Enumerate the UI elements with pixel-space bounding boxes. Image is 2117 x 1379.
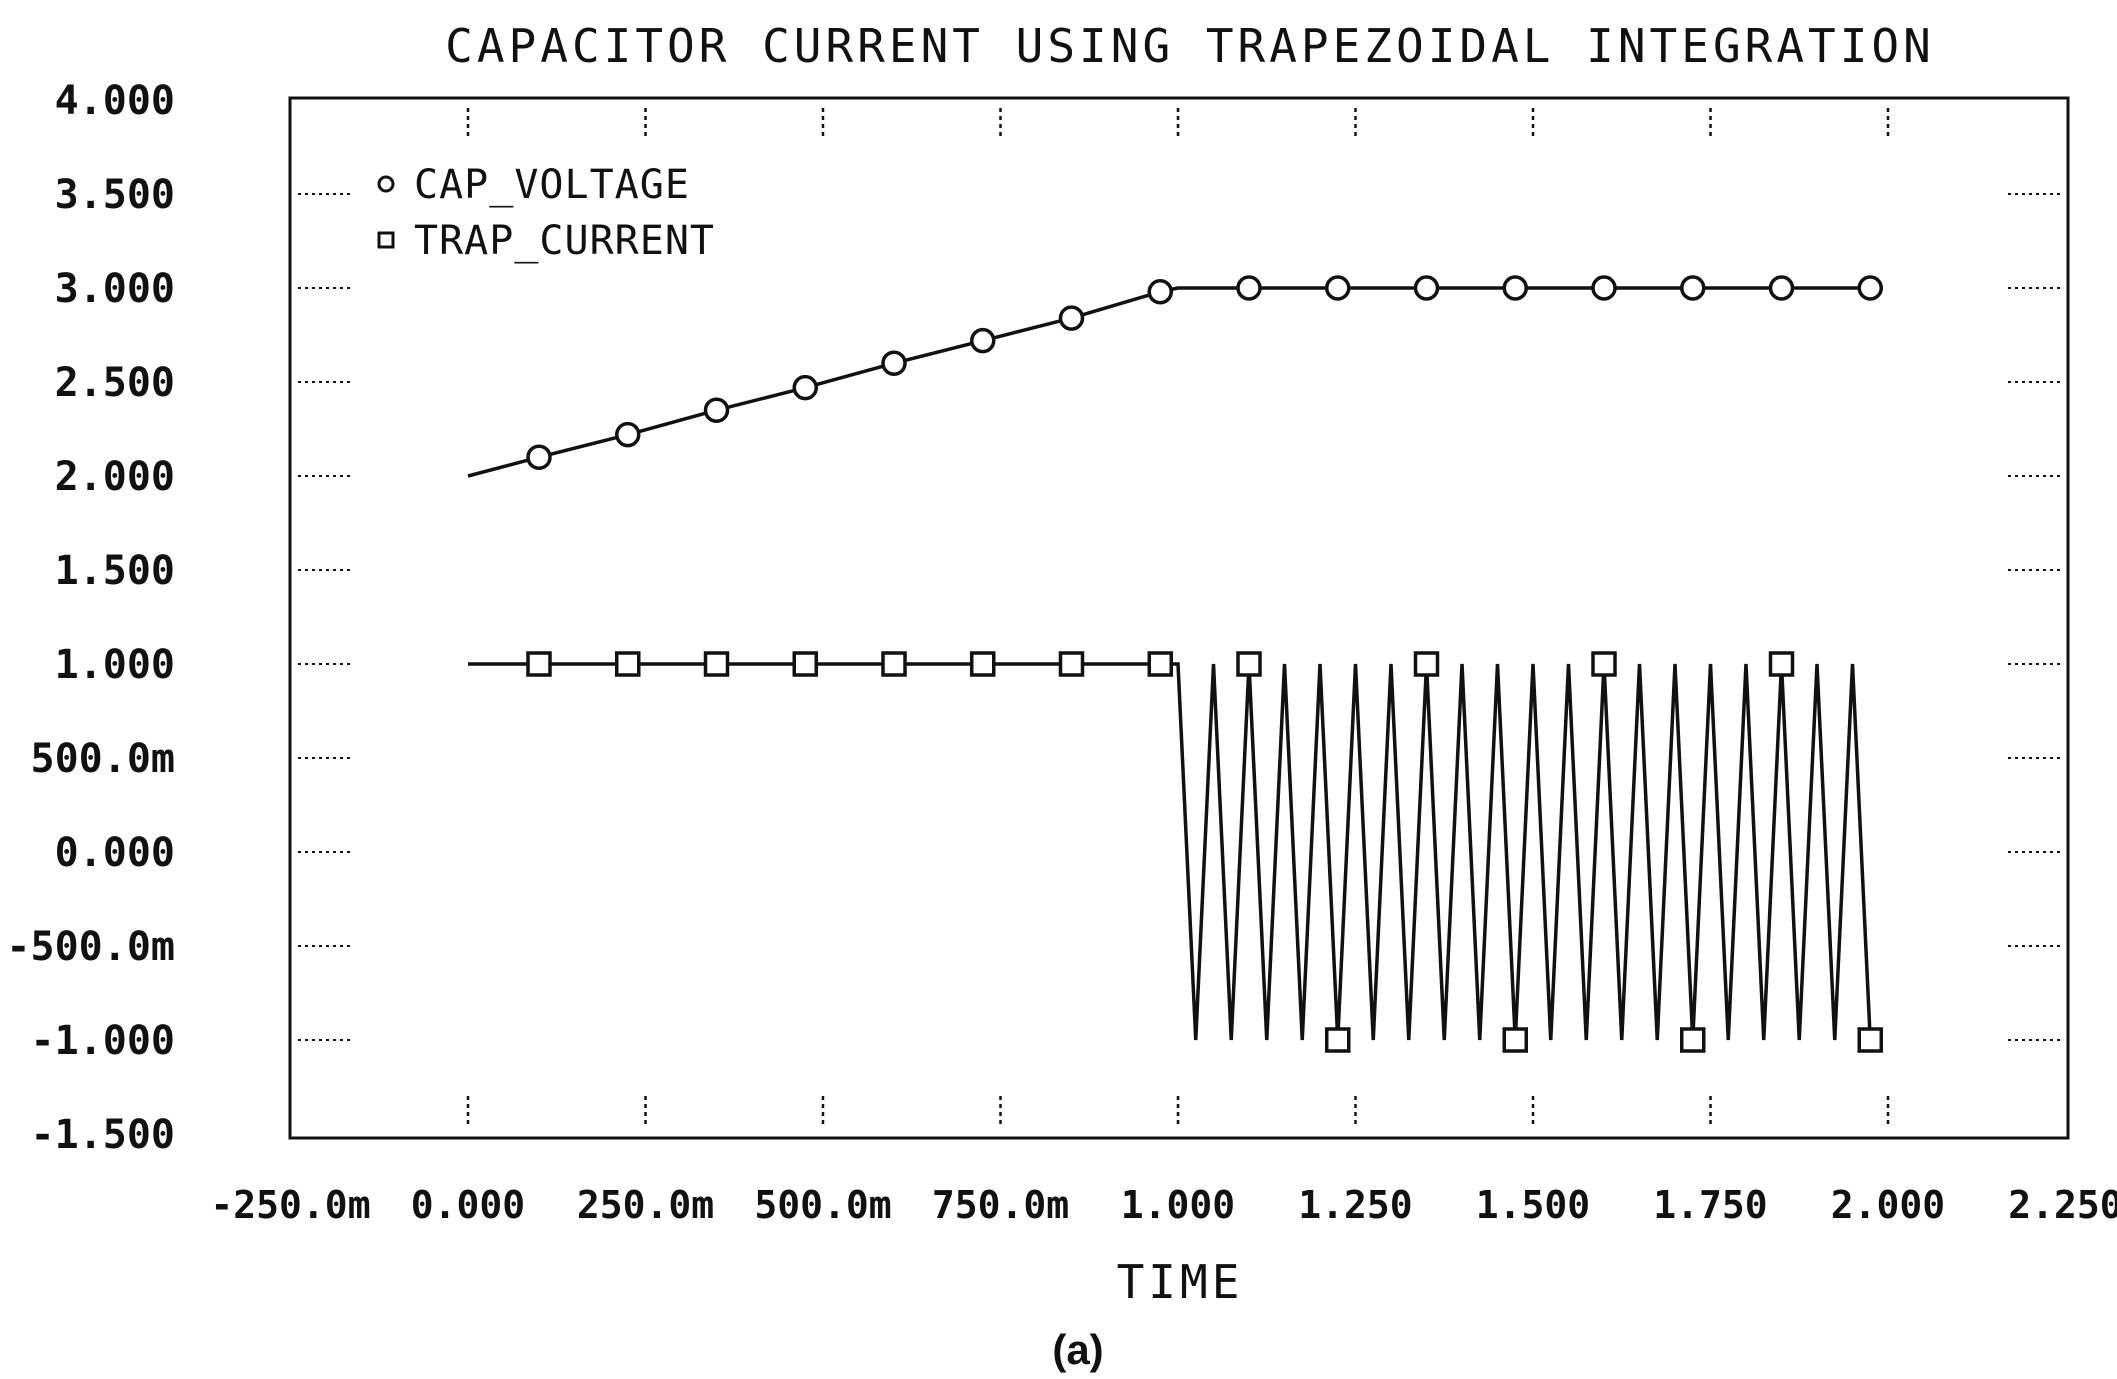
x-tick-label: -250.0m	[210, 1183, 370, 1227]
data-point-cap-voltage	[615, 421, 641, 448]
data-point-cap-voltage	[1502, 275, 1528, 301]
y-tick-label: 1.000	[55, 642, 175, 688]
series-layer	[467, 275, 1883, 1053]
data-point-trap-current	[1680, 1027, 1706, 1053]
plot-frame	[288, 96, 2070, 1140]
data-point-cap-voltage	[1591, 275, 1617, 301]
data-point-trap-current	[1768, 651, 1795, 677]
series-line-cap-voltage	[467, 286, 1871, 478]
legend-marker-cap-voltage	[377, 175, 395, 193]
data-point-trap-current	[1413, 651, 1440, 677]
figure-caption: (a)	[1052, 1326, 1103, 1373]
legend: CAP_VOLTAGE TRAP_CURRENT	[377, 162, 715, 264]
x-tick-label: 0.000	[411, 1183, 525, 1227]
x-tick-label: 1.500	[1476, 1183, 1590, 1227]
x-tick-label: 1.250	[1298, 1183, 1412, 1227]
legend-marker-trap-current	[377, 231, 395, 249]
data-point-trap-current	[1147, 651, 1173, 677]
data-point-cap-voltage	[1680, 275, 1706, 301]
data-point-cap-voltage	[792, 374, 818, 401]
y-tick-label: -1.500	[31, 1112, 176, 1158]
data-point-trap-current	[1325, 1027, 1351, 1053]
chart-title: CAPACITOR CURRENT USING TRAPEZOIDAL INTE…	[445, 19, 1935, 73]
data-point-cap-voltage	[1768, 275, 1795, 301]
y-tick-label: 2.500	[55, 360, 175, 406]
y-tick-label: 2.000	[55, 454, 175, 500]
y-tick-label: 0.000	[55, 830, 175, 876]
x-tick-label: 2.250	[2008, 1183, 2117, 1227]
x-tick-label: 500.0m	[754, 1183, 891, 1227]
data-point-cap-voltage	[1147, 279, 1173, 305]
data-point-cap-voltage	[881, 350, 907, 376]
y-axis-ticks: 4.000 3.500 3.000 2.500 2.000 1.500 1.000 500.0…	[6, 78, 175, 1158]
data-point-trap-current	[970, 651, 996, 677]
data-point-trap-current	[881, 651, 907, 677]
data-point-cap-voltage	[1857, 275, 1883, 301]
data-point-cap-voltage	[1413, 275, 1440, 301]
y-tick-label: 1.500	[55, 548, 175, 594]
data-point-cap-voltage	[1236, 275, 1262, 301]
y-tick-label: -500.0m	[6, 924, 175, 970]
x-tick-label: 2.000	[1831, 1183, 1945, 1227]
legend-label-trap-current: TRAP_CURRENT	[414, 218, 715, 264]
x-tick-label: 1.000	[1121, 1183, 1235, 1227]
data-point-trap-current	[526, 651, 552, 677]
data-point-cap-voltage	[1058, 305, 1085, 331]
x-tick-label: 250.0m	[577, 1183, 714, 1227]
data-point-trap-current	[703, 651, 730, 677]
x-axis-ticks: -250.0m 0.000 250.0m 500.0m 750.0m 1.000 1.250…	[210, 1183, 2117, 1227]
data-point-trap-current	[1502, 1027, 1528, 1053]
data-point-cap-voltage	[1325, 275, 1351, 301]
y-tick-label: 500.0m	[31, 736, 176, 782]
data-point-trap-current	[1591, 651, 1617, 677]
x-tick-label: 750.0m	[932, 1183, 1069, 1227]
y-tick-label: 3.000	[55, 266, 175, 312]
x-axis-label: TIME	[1117, 1255, 1244, 1309]
data-point-cap-voltage	[526, 444, 552, 470]
y-tick-label: 3.500	[55, 172, 175, 218]
data-point-cap-voltage	[970, 327, 996, 354]
series-line-trap-current	[468, 662, 1872, 1041]
x-tick-label: 1.750	[1653, 1183, 1767, 1227]
y-tick-label: 4.000	[55, 78, 175, 124]
data-point-trap-current	[1236, 651, 1262, 677]
data-point-trap-current	[792, 651, 818, 677]
data-point-trap-current	[615, 651, 641, 677]
legend-label-cap-voltage: CAP_VOLTAGE	[414, 162, 690, 208]
y-tick-label: -1.000	[31, 1018, 176, 1064]
data-point-trap-current	[1857, 1027, 1883, 1053]
gridlines	[298, 108, 2060, 1128]
data-point-trap-current	[1058, 651, 1085, 677]
data-point-cap-voltage	[703, 397, 730, 423]
